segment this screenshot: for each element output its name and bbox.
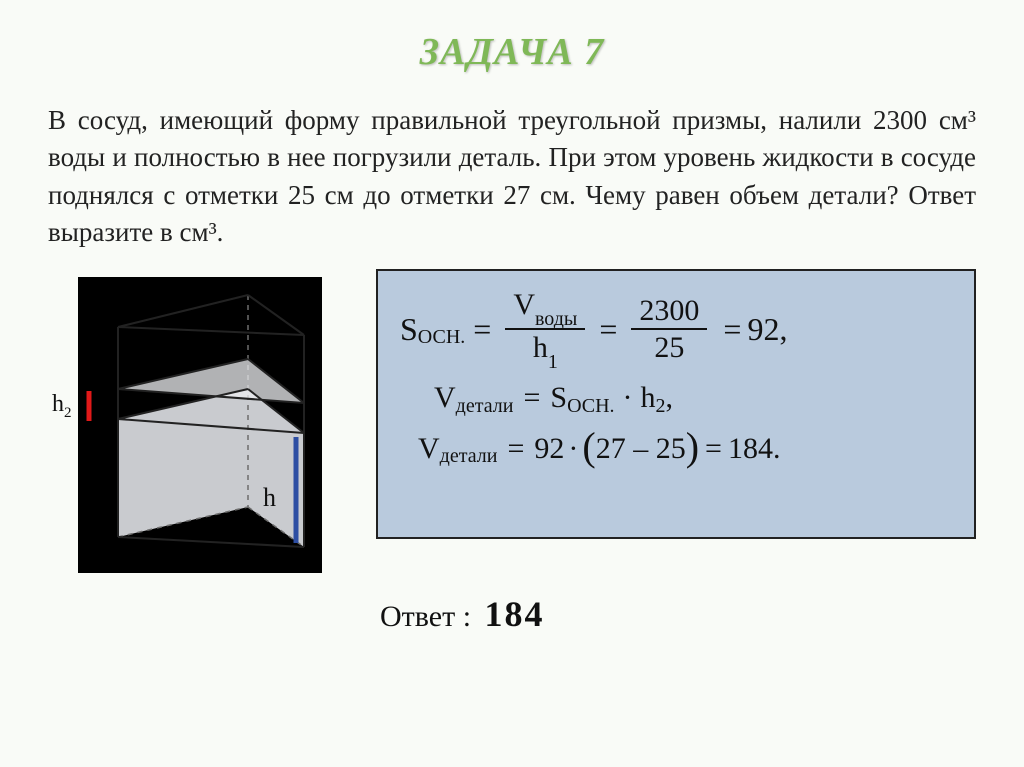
answer-label: Ответ : [380, 600, 471, 633]
answer-row: Ответ : 184 [380, 593, 1024, 635]
label-h1: h [263, 483, 276, 513]
page-title: ЗАДАЧА 7 [0, 0, 1024, 74]
content-row: h2 h [48, 269, 1024, 579]
label-h2: h2 [52, 391, 72, 422]
prism-diagram: h2 h [48, 269, 358, 579]
equation-2: Vдетали = SОСН. · h2 , [434, 381, 960, 415]
equation-3: Vдетали = 92 · (27 – 25) = 184. [418, 425, 960, 472]
prism-svg [48, 269, 358, 579]
solution-box: SОСН. = Vводы h1 = 2300 25 = 92, Vдетали… [376, 269, 976, 539]
diagram-container: h2 h [48, 269, 358, 579]
equation-1: SОСН. = Vводы h1 = 2300 25 = 92, [400, 289, 960, 369]
problem-statement: В сосуд, имеющий форму правильной треуго… [48, 102, 976, 251]
answer-value: 184 [485, 594, 545, 634]
